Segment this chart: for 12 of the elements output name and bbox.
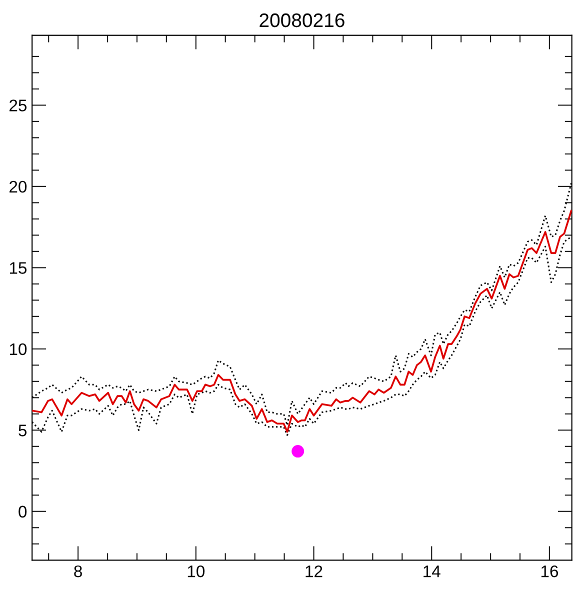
y-tick-label: 15 (10, 262, 27, 274)
x-tick-label: 8 (74, 565, 82, 578)
y-tick-label: 5 (18, 424, 27, 436)
x-tick-label: 10 (188, 565, 205, 578)
x-tick-label: 14 (424, 566, 440, 578)
y-tick-label: 0 (18, 506, 27, 518)
y-tick-label: 10 (10, 343, 27, 356)
x-tick-label: 16 (541, 565, 558, 578)
y-tick-label: 20 (10, 180, 27, 193)
chart-title: 20080216 (260, 13, 344, 28)
x-tick-label: 12 (306, 565, 322, 578)
y-tick-label: 25 (10, 100, 27, 112)
